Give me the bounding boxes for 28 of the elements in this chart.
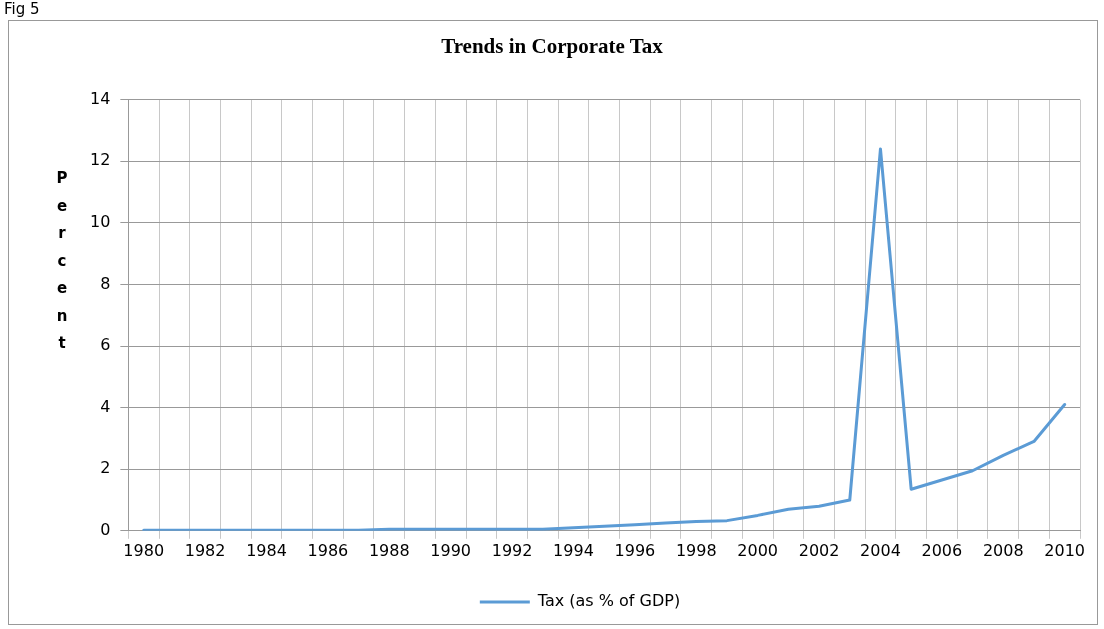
y-tick-label: 12 [90, 150, 111, 170]
x-tick-label: 1980 [123, 540, 165, 560]
y-axis-title: Percent [56, 168, 68, 354]
x-tick-label: 1998 [675, 540, 717, 560]
x-tick-label: 1992 [491, 540, 533, 560]
x-tick-label: 1994 [553, 540, 594, 560]
legend-label: Tax (as % of GDP) [536, 591, 681, 611]
x-tick-label: 1990 [430, 540, 472, 560]
y-tick-label: 0 [100, 519, 111, 539]
x-tick-label: 1986 [307, 540, 349, 560]
x-tick-label: 1996 [614, 540, 656, 560]
y-tick-label: 10 [90, 211, 111, 231]
y-tick-label: 4 [100, 396, 111, 416]
x-tick-label: 1982 [184, 540, 226, 560]
x-tick-label: 2010 [1044, 540, 1086, 560]
x-tick-label: 2002 [798, 540, 840, 560]
x-tick-label: 2004 [860, 540, 901, 560]
x-tick-label: 1984 [246, 540, 287, 560]
x-tick-label: 1988 [368, 540, 410, 560]
y-tick-label: 8 [100, 273, 111, 293]
caption: Fig 5 [4, 0, 40, 18]
y-tick-label: 6 [100, 335, 111, 355]
x-tick-label: 2000 [737, 540, 779, 560]
y-tick-label: 14 [90, 88, 111, 108]
y-tick-label: 2 [100, 458, 111, 478]
chart-title: Trends in Corporate Tax [440, 34, 664, 59]
x-tick-label: 2006 [921, 540, 963, 560]
x-tick-label: 2008 [982, 540, 1024, 560]
